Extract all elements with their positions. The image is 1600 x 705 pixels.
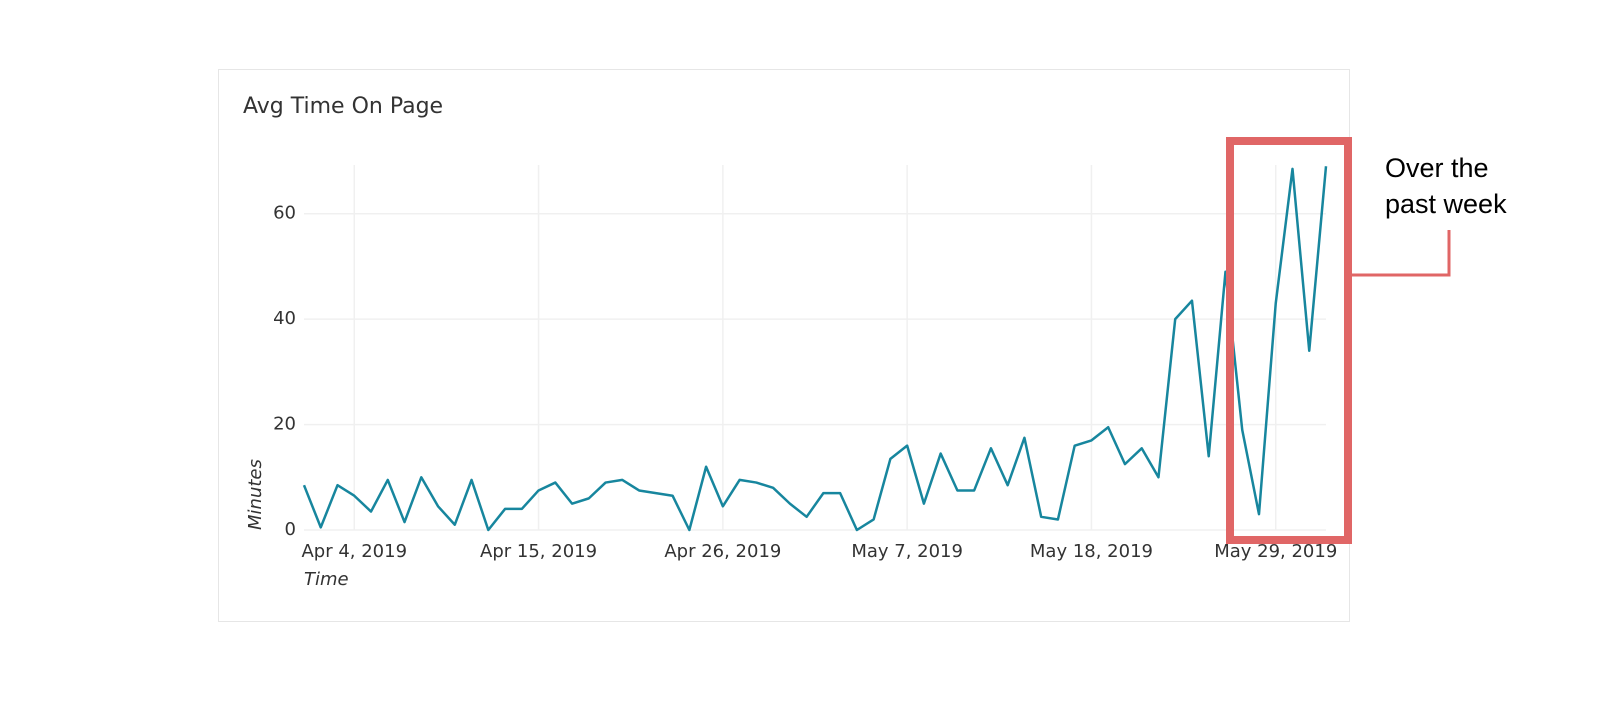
x-axis-label: Time [304, 569, 349, 590]
x-tick-label: May 18, 2019 [1030, 541, 1153, 562]
y-tick-label: 20 [273, 414, 296, 435]
connector [1352, 230, 1451, 277]
x-tick-label: May 7, 2019 [851, 541, 963, 562]
x-tick-label: May 29, 2019 [1214, 541, 1337, 562]
grid: 0 20 40 60 Apr 4, 2019 Apr 15, 2019 Apr 26, 20… [273, 165, 1337, 562]
data-line [302, 166, 1328, 532]
annotation: Over the past week [1385, 153, 1507, 219]
y-tick-label: 0 [285, 519, 296, 540]
y-tick-label: 60 [273, 203, 296, 224]
y-tick-label: 40 [273, 308, 296, 329]
y-axis-label: Minutes [245, 459, 266, 530]
x-tick-label: Apr 26, 2019 [664, 541, 781, 562]
x-tick-label: Apr 4, 2019 [301, 541, 407, 562]
plot [302, 166, 1328, 532]
highlight-box [1226, 137, 1352, 544]
x-tick-label: Apr 15, 2019 [480, 541, 597, 562]
chart-title: Avg Time On Page [243, 94, 443, 119]
card [218, 69, 1350, 622]
